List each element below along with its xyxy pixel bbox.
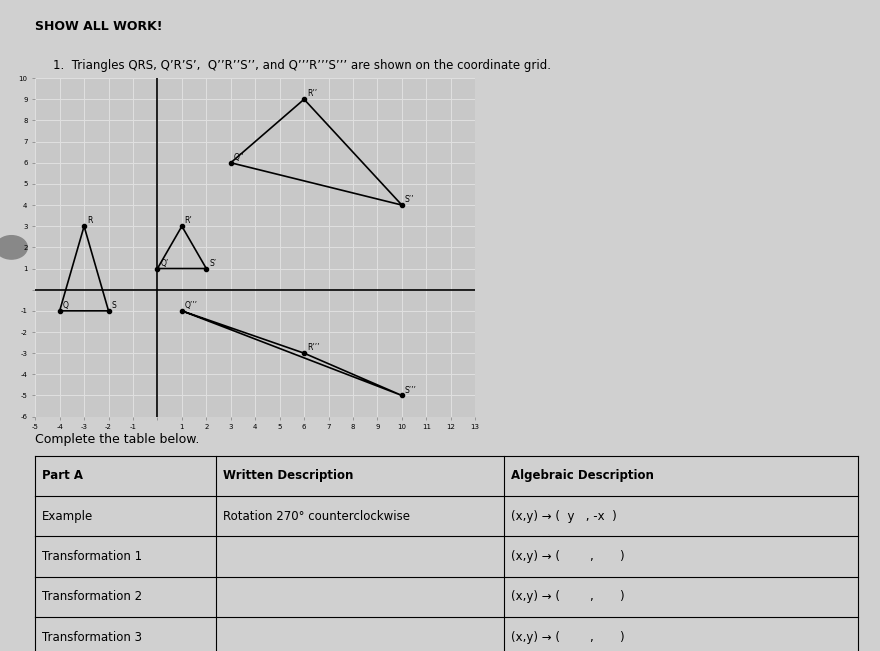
Text: Transformation 2: Transformation 2 [42,590,143,603]
Text: Rotation 270° counterclockwise: Rotation 270° counterclockwise [224,510,410,523]
Text: S: S [111,301,116,310]
Text: R’’: R’’ [307,89,317,98]
Text: S’’’: S’’’ [405,385,416,395]
Text: Part A: Part A [42,469,84,482]
Text: Written Description: Written Description [224,469,354,482]
Text: Q’’’: Q’’’ [185,301,198,310]
Text: R’: R’ [185,216,193,225]
Text: R: R [87,216,92,225]
Circle shape [0,236,27,259]
Text: Q: Q [62,301,69,310]
Text: (x,y) → (  y   , -x  ): (x,y) → ( y , -x ) [511,510,617,523]
Text: Q’’: Q’’ [233,153,244,162]
Text: (x,y) → (        ,       ): (x,y) → ( , ) [511,590,625,603]
Text: Transformation 1: Transformation 1 [42,550,143,563]
Text: Q’: Q’ [160,258,168,268]
Text: R’’’: R’’’ [307,343,319,352]
Text: S’: S’ [209,258,216,268]
Text: Algebraic Description: Algebraic Description [511,469,654,482]
Text: Transformation 3: Transformation 3 [42,631,143,644]
Text: Example: Example [42,510,93,523]
Text: (x,y) → (        ,       ): (x,y) → ( , ) [511,550,625,563]
Text: (x,y) → (        ,       ): (x,y) → ( , ) [511,631,625,644]
Text: S’’: S’’ [405,195,414,204]
Text: Complete the table below.: Complete the table below. [35,433,200,446]
Text: 1.  Triangles QRS, Q’R’S’,  Q’’R’’S’’, and Q’’’R’’’S’’’ are shown on the coordin: 1. Triangles QRS, Q’R’S’, Q’’R’’S’’, and… [53,59,551,72]
Text: SHOW ALL WORK!: SHOW ALL WORK! [35,20,163,33]
